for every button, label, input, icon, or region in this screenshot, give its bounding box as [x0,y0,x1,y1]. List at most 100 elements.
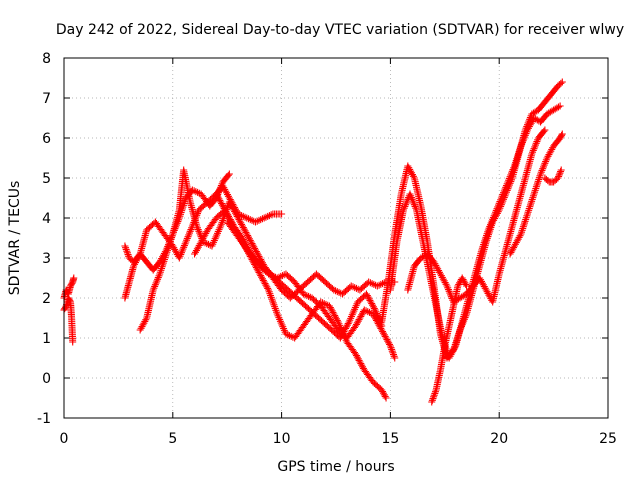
data-point [70,274,78,282]
data-point [363,292,371,300]
data-point [445,287,453,295]
data-point [507,248,515,256]
data-point [558,131,566,139]
data-point [223,209,231,217]
data-point [370,304,378,312]
data-point [179,245,187,253]
data-point [508,247,516,255]
data-point [517,142,525,150]
data-point [243,230,251,238]
data-point [510,164,518,172]
data-point [178,249,186,257]
data-point [343,321,351,329]
data-point [241,213,249,221]
data-point [258,273,266,281]
data-point [69,338,77,346]
data-point [540,127,548,135]
y-tick-label: 3 [42,251,51,267]
data-point [506,250,514,258]
y-tick-label: -1 [37,411,51,427]
data-point [303,292,311,300]
data-point [556,169,564,177]
data-point [215,187,223,195]
data-point [154,275,162,283]
data-point [252,248,260,256]
series-trace-k [404,126,549,306]
data-point [538,166,546,174]
data-point [459,276,467,284]
data-point [325,302,333,310]
data-point [555,172,563,180]
data-point [231,208,239,216]
data-point [217,198,225,206]
data-point [245,215,253,223]
data-point [183,236,191,244]
data-point [349,283,357,291]
data-point [319,299,327,307]
data-point [356,358,364,366]
data-point [219,203,227,211]
x-tick-label: 25 [599,431,617,447]
data-point [355,356,363,364]
data-point [399,206,407,214]
data-point [251,218,259,226]
data-point [556,102,564,110]
data-point [261,280,269,288]
data-point [194,188,202,196]
data-point [486,222,494,230]
data-point [379,389,387,397]
data-point [240,225,248,233]
data-point [390,351,398,359]
data-point [520,135,528,143]
data-point [301,291,309,299]
data-point [409,172,417,180]
data-point [142,316,150,324]
data-point [373,311,381,319]
data-point [226,200,234,208]
data-point [501,185,509,193]
data-point [451,344,459,352]
data-point [255,268,263,276]
data-point [248,216,256,224]
data-point [370,280,378,288]
data-point [122,244,130,252]
data-point [390,352,398,360]
data-point [185,229,193,237]
data-point [461,279,469,287]
x-tick-label: 15 [381,431,399,447]
data-point [454,282,462,290]
data-point [539,165,547,173]
data-point [333,316,341,324]
data-point [557,166,565,174]
data-point [233,212,241,220]
data-point [278,210,286,218]
data-point [362,290,370,298]
data-point [344,320,352,328]
data-point [364,293,372,301]
data-point [221,206,229,214]
data-point [354,355,362,363]
data-point [532,139,540,147]
data-point [188,186,196,194]
data-point [330,286,338,294]
data-point [237,219,245,227]
data-point [486,221,494,229]
data-point [340,328,348,336]
data-point [529,146,537,154]
data-point [195,227,203,235]
data-point [531,143,539,151]
data-point [187,226,195,234]
data-point [238,220,246,228]
y-tick-label: 4 [42,211,51,227]
data-point [239,224,247,232]
data-point [326,304,334,312]
data-point [544,177,552,185]
x-tick-label: 5 [168,431,177,447]
data-point [521,133,529,141]
data-point [389,349,397,357]
data-point [365,295,373,303]
chart-title: Day 242 of 2022, Sidereal Day-to-day VTE… [56,22,624,38]
data-point [555,171,563,179]
data-point [193,224,201,232]
data-point [529,148,537,156]
